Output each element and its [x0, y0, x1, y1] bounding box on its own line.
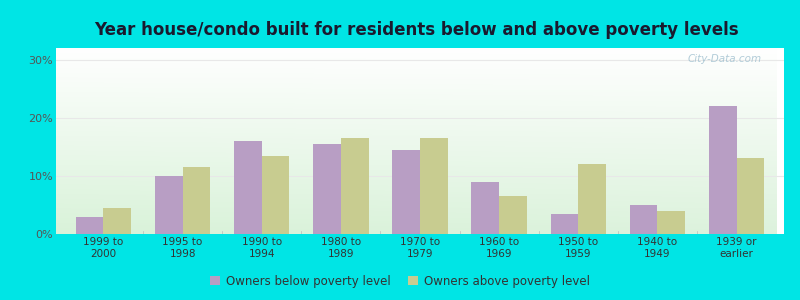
Bar: [313, 144, 341, 234]
Bar: [658, 211, 685, 234]
Bar: [471, 182, 499, 234]
Bar: [155, 176, 182, 234]
Bar: [234, 141, 262, 234]
Bar: [392, 150, 420, 234]
Text: City-Data.com: City-Data.com: [688, 54, 762, 64]
Bar: [630, 205, 658, 234]
Bar: [182, 167, 210, 234]
Bar: [103, 208, 131, 234]
Bar: [709, 106, 737, 234]
Bar: [262, 155, 290, 234]
Bar: [578, 164, 606, 234]
Legend: Owners below poverty level, Owners above poverty level: Owners below poverty level, Owners above…: [207, 271, 593, 291]
Bar: [737, 158, 764, 234]
Text: Year house/condo built for residents below and above poverty levels: Year house/condo built for residents bel…: [94, 21, 738, 39]
Bar: [420, 138, 448, 234]
Bar: [76, 217, 103, 234]
Bar: [341, 138, 369, 234]
Bar: [550, 214, 578, 234]
Bar: [499, 196, 527, 234]
